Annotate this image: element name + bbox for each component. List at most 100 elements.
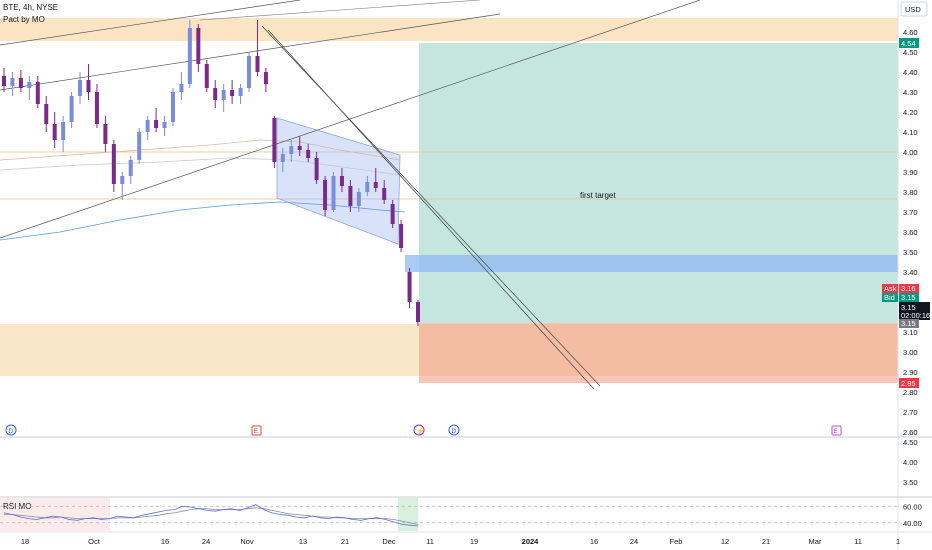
ask-value: 3.16	[901, 284, 916, 293]
rsi-panel: RSI MO 60.00 40.00	[0, 498, 922, 531]
candle-body	[213, 88, 218, 100]
ask-label: Ask	[884, 284, 897, 293]
last-price-tag-2	[899, 319, 919, 328]
target-tag-text: 4.54	[901, 39, 916, 48]
candle-body	[170, 92, 175, 122]
candle-body	[247, 56, 252, 88]
candle-body	[27, 82, 32, 88]
candle-body	[272, 118, 277, 162]
y-tick-label: 3.90	[903, 168, 918, 177]
trend-line-2	[0, 13, 501, 91]
rsi-level-label: 60.00	[903, 502, 922, 511]
y-tick-label: 2.60	[903, 428, 918, 437]
x-tick-label: 18	[21, 537, 29, 546]
candle-body	[69, 96, 74, 122]
bid-tag-label	[882, 293, 898, 302]
candle-body	[179, 84, 184, 92]
x-tick-label: Nov	[240, 537, 254, 546]
y-tick-label: 3.70	[903, 208, 918, 217]
earnings-marker[interactable]	[251, 425, 262, 436]
candle-body	[407, 272, 412, 302]
trend-line-1	[0, 0, 301, 46]
y-tick-label: 4.10	[903, 128, 918, 137]
middle-panel: 4.50 4.00 3.50	[903, 438, 918, 487]
x-tick-label: 13	[299, 537, 307, 546]
y-tick-label: 2.70	[903, 408, 918, 417]
ma-line-2	[0, 139, 401, 161]
candle-body	[339, 176, 344, 186]
candle-body	[314, 158, 319, 180]
candle-body	[78, 80, 83, 96]
currency-label: USD	[905, 5, 921, 14]
dividend-marker[interactable]	[448, 424, 460, 436]
x-tick-label: 19	[470, 537, 478, 546]
earnings-marker[interactable]	[831, 425, 842, 436]
rsi-signal-line	[4, 507, 419, 525]
y-tick-label: 3.00	[903, 348, 918, 357]
mid-panel-tick: 4.50	[903, 438, 918, 447]
events-row: D E ⚡ D E	[5, 424, 842, 436]
y-tick-label: 4.30	[903, 88, 918, 97]
rsi-label: RSI MO	[3, 502, 31, 511]
downtrend-line-2	[267, 29, 595, 390]
candle-body	[120, 176, 125, 184]
candle-body	[162, 122, 167, 128]
last-price-tag	[899, 302, 930, 320]
x-tick-label: Feb	[670, 537, 683, 546]
news-marker[interactable]	[413, 424, 425, 436]
trend-line-4	[199, 0, 481, 21]
x-axis: 18 Oct 16 24 Nov 13 21 Dec 11 19 2024 16 24 Feb 12 21 Ma…	[21, 537, 900, 546]
ask-tag-label	[882, 284, 898, 293]
x-tick-label: Mar	[809, 537, 822, 546]
candle-body	[103, 124, 108, 144]
dividend-marker[interactable]	[5, 424, 17, 436]
y-tick-label: 4.40	[903, 68, 918, 77]
candle-body	[61, 122, 66, 140]
candle-body	[10, 78, 15, 86]
candle-body	[399, 224, 404, 248]
ask-tag	[899, 284, 919, 293]
downtrend-line-1	[261, 25, 601, 387]
candle-body	[416, 302, 420, 322]
candle-body	[289, 146, 294, 154]
candle-body	[187, 28, 192, 84]
y-tick-label: 2.80	[903, 388, 918, 397]
ma-line-3	[0, 157, 401, 176]
rsi-bg-left	[0, 498, 110, 531]
y-tick-label: 4.00	[903, 148, 918, 157]
candle-body	[145, 120, 150, 132]
entry-zone	[405, 255, 898, 272]
candle-body	[297, 146, 302, 150]
x-tick-label: 21	[762, 537, 770, 546]
candle-body	[382, 188, 387, 200]
x-tick-label: 24	[630, 537, 638, 546]
x-tick-label: 24	[202, 537, 210, 546]
candle-body	[356, 192, 361, 206]
x-tick-label: Dec	[382, 537, 396, 546]
event-label: ⚡	[417, 427, 425, 435]
countdown: 02:00:16	[901, 311, 930, 320]
candle-body	[263, 72, 268, 84]
candle-body	[331, 176, 336, 210]
candle-body	[390, 204, 395, 224]
candle-body	[280, 154, 285, 162]
bid-value: 3.15	[901, 293, 916, 302]
candle-body	[94, 92, 99, 124]
mid-panel-tick: 3.50	[903, 478, 918, 487]
currency-badge[interactable]	[900, 1, 928, 17]
x-tick-label: 12	[721, 537, 729, 546]
x-tick-label: 16	[590, 537, 598, 546]
candle-body	[2, 76, 6, 86]
x-tick-label: 11	[426, 537, 434, 546]
y-tick-label: 2.90	[903, 368, 918, 377]
bid-tag	[899, 293, 919, 302]
y-tick-label: 3.80	[903, 188, 918, 197]
loss-zone	[419, 323, 898, 383]
y-axis: 4.60 4.50 4.40 4.30 4.20 4.10 4.00 3.90 3.80 3.70…	[903, 28, 918, 437]
candle-body	[306, 150, 311, 158]
x-tick-label: Oct	[88, 537, 101, 546]
candle-body	[230, 90, 235, 96]
candle-body	[348, 186, 353, 206]
x-tick-label: 21	[341, 537, 349, 546]
